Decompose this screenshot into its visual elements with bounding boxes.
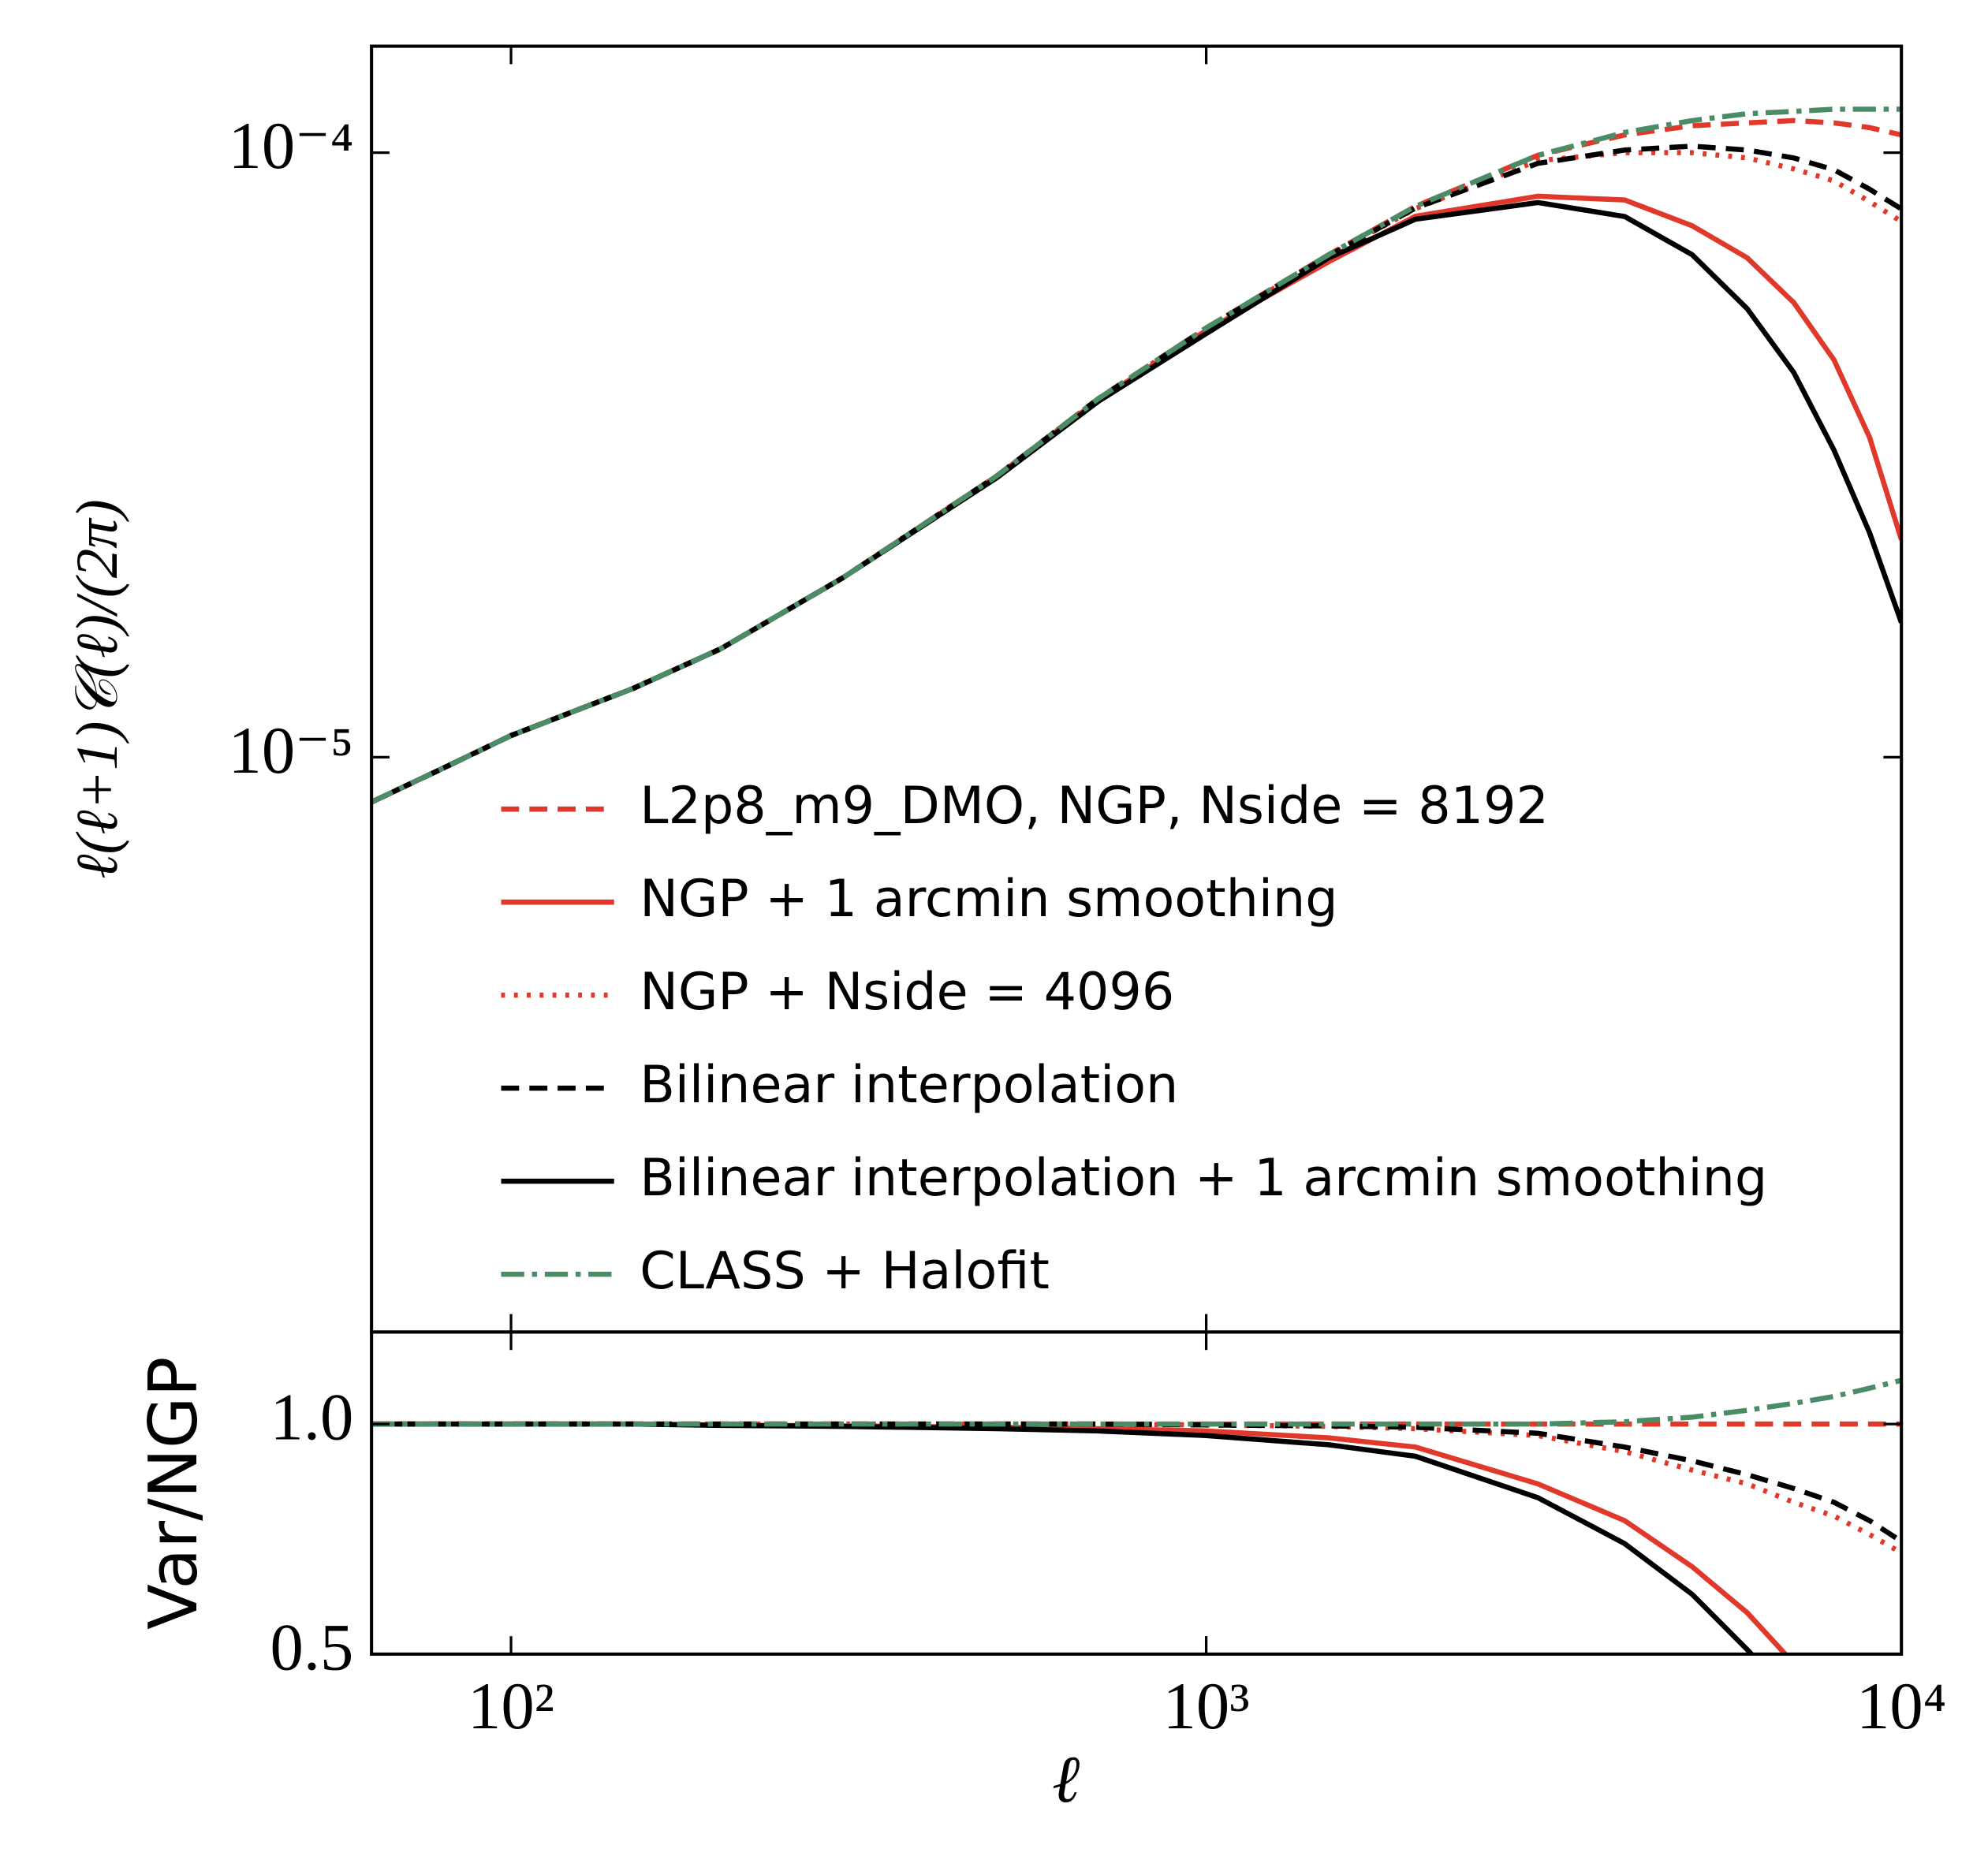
panel: 0.5 1.0 10² 10³ 10⁴ ℓ Var/NGP — [134, 1330, 1946, 1817]
legend-label: NGP + Nside = 4096 — [640, 963, 1174, 1022]
series-line — [371, 1421, 1789, 1654]
plot-area — [371, 106, 1902, 805]
y-tick-label: 0.5 — [270, 1611, 354, 1684]
axes-frame — [370, 44, 1904, 1334]
series-line — [371, 150, 1902, 805]
legend: L2p8_m9_DMO, NGP, Nside = 8192 NGP + 1 ar… — [501, 777, 1767, 1301]
panel: 10⁻⁵ 10⁻⁴ ℓ(ℓ+1)𝒞(ℓ)/(2π) L2p8_m9_DMO, NGP,… — [65, 44, 1904, 1334]
x-tick-label: 10³ — [1163, 1670, 1250, 1743]
x-tick-label: 10² — [468, 1670, 554, 1743]
series-line — [371, 193, 1902, 805]
axes-frame — [370, 1330, 1904, 1656]
series-line — [371, 106, 1902, 805]
legend-label: CLASS + Halofit — [640, 1242, 1050, 1301]
y-tick-label: 10⁻⁴ — [229, 110, 354, 183]
series-line — [371, 1377, 1902, 1427]
legend-label: NGP + 1 arcmin smoothing — [640, 870, 1337, 929]
x-tick-label: 10⁴ — [1856, 1670, 1946, 1743]
y-tick-label: 10⁻⁵ — [229, 714, 354, 788]
legend-label: L2p8_m9_DMO, NGP, Nside = 8192 — [640, 777, 1549, 836]
legend-label: Bilinear interpolation — [640, 1056, 1178, 1115]
series-line — [371, 199, 1902, 805]
series-line — [371, 1421, 1902, 1544]
series-line — [371, 1421, 1755, 1654]
plot-area — [371, 1377, 1902, 1654]
y-axis-label: ℓ(ℓ+1)𝒞(ℓ)/(2π) — [65, 499, 130, 878]
x-axis-label: ℓ — [1052, 1743, 1080, 1817]
y-axis-label: Var/NGP — [134, 1356, 212, 1629]
y-tick-label: 1.0 — [270, 1381, 354, 1455]
series-line — [371, 1421, 1902, 1556]
legend-label: Bilinear interpolation + 1 arcmin smooth… — [640, 1149, 1767, 1208]
